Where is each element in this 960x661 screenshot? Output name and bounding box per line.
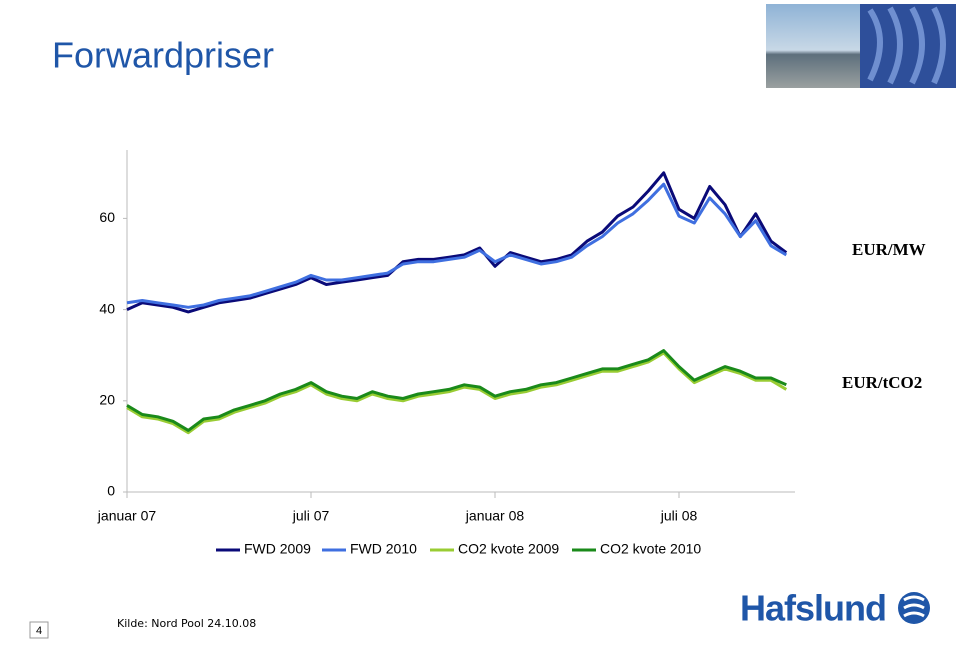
logo: Hafslund xyxy=(740,588,886,629)
y-tick-label: 40 xyxy=(99,300,115,316)
logo-mark xyxy=(898,592,930,624)
slide-title: Forwardpriser xyxy=(52,35,274,76)
y-tick-label: 0 xyxy=(107,483,115,499)
line-series xyxy=(126,182,788,309)
y-tick-label: 60 xyxy=(99,209,115,225)
page-number: 4 xyxy=(36,625,42,637)
legend-label: FWD 2010 xyxy=(350,541,417,557)
line-series xyxy=(126,351,788,435)
legend-label: CO2 kvote 2010 xyxy=(600,541,701,557)
photo xyxy=(766,4,956,88)
y-tick-label: 20 xyxy=(99,392,115,408)
x-tick-label: januar 07 xyxy=(97,508,157,524)
x-tick-label: juli 07 xyxy=(292,508,330,524)
line-series xyxy=(126,171,788,314)
source: Kilde: Nord Pool 24.10.08 xyxy=(117,617,256,630)
annotation: EUR/tCO2 xyxy=(842,373,922,392)
x-tick-label: juli 08 xyxy=(660,508,698,524)
page-box xyxy=(29,621,49,639)
line-series xyxy=(126,349,787,432)
legend-label: FWD 2009 xyxy=(244,541,311,557)
annotation: EUR/MW xyxy=(852,240,926,259)
x-tick-label: januar 08 xyxy=(465,508,525,524)
legend-label: CO2 kvote 2009 xyxy=(458,541,559,557)
